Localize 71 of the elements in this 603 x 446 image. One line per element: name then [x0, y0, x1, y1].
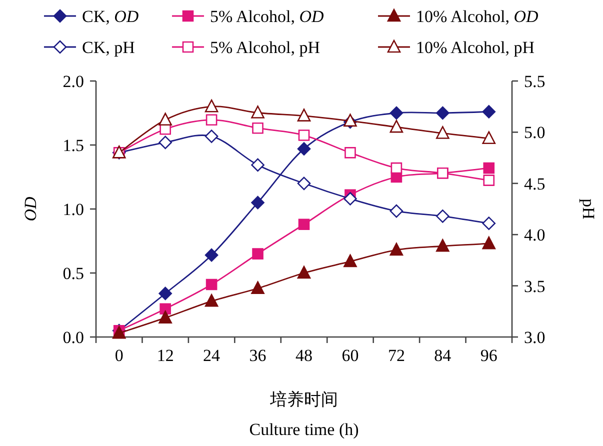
- point: [390, 120, 404, 133]
- legend-label: 10% Alcohol, pH: [416, 38, 535, 57]
- y2-tick-label: 4.5: [524, 174, 546, 194]
- point: [436, 210, 450, 223]
- x-tick-label: 12: [156, 346, 174, 365]
- point: [483, 174, 495, 186]
- x-tick-label: 84: [434, 346, 452, 365]
- x-tick-label: 96: [480, 346, 498, 365]
- point: [112, 326, 126, 339]
- x-axis-title: 培养时间 Culture time (h): [249, 390, 359, 439]
- y2-tick-label: 3.5: [524, 276, 546, 296]
- point: [204, 99, 218, 112]
- y-tick-label: 2.0: [62, 72, 84, 91]
- point: [436, 126, 450, 139]
- point: [206, 278, 218, 290]
- point: [390, 204, 404, 218]
- point: [344, 147, 356, 158]
- point: [251, 158, 264, 172]
- x-tick-label: 24: [203, 346, 221, 365]
- point: [158, 310, 172, 324]
- y-tick-label: 1.0: [62, 200, 84, 219]
- point: [436, 106, 450, 120]
- point: [251, 106, 264, 118]
- y2-tick-label: 3.0: [524, 328, 546, 347]
- y2-tick-label: 5.5: [524, 72, 546, 91]
- point: [252, 122, 264, 134]
- point: [482, 216, 496, 230]
- x-tick-label: 60: [342, 346, 359, 365]
- y2-tick-label: 4.0: [524, 226, 546, 245]
- point: [298, 218, 310, 230]
- legend-label: CK, OD: [82, 7, 140, 26]
- point: [204, 294, 218, 307]
- point: [158, 112, 172, 126]
- legend-label: 10% Alcohol, OD: [416, 7, 540, 26]
- point: [297, 176, 311, 190]
- point: [251, 196, 264, 210]
- point: [482, 131, 496, 144]
- y-tick-label: 0.5: [62, 264, 84, 283]
- x-tick-label: 36: [249, 346, 266, 365]
- point: [251, 281, 264, 294]
- y-axis-title: OD: [21, 196, 40, 222]
- legend-label: CK, pH: [82, 38, 135, 57]
- y2-tick-label: 5.0: [524, 123, 546, 142]
- point: [206, 114, 218, 126]
- y-tick-label: 1.5: [62, 136, 84, 155]
- x-tick-label: 48: [296, 346, 312, 365]
- point: [344, 192, 357, 206]
- point: [297, 266, 311, 279]
- legend-label: 5% Alcohol, pH: [210, 38, 320, 57]
- point: [298, 130, 310, 141]
- point: [297, 142, 311, 156]
- x-tick-label: 72: [388, 346, 405, 365]
- point: [390, 162, 402, 174]
- point: [390, 106, 404, 120]
- point: [344, 254, 357, 268]
- point: [482, 105, 496, 118]
- legend-label: 5% Alcohol, OD: [210, 7, 325, 26]
- point: [483, 162, 495, 174]
- point: [204, 130, 218, 143]
- point: [158, 136, 172, 150]
- point: [158, 286, 172, 300]
- point: [436, 238, 450, 252]
- x-tick-label: 0: [114, 346, 124, 365]
- point: [252, 248, 264, 260]
- y2-axis-title: pH: [579, 198, 598, 220]
- point: [482, 236, 496, 250]
- point: [297, 108, 311, 122]
- y-tick-label: 0.0: [62, 328, 84, 347]
- point: [390, 242, 404, 256]
- point: [204, 248, 218, 262]
- point: [160, 303, 171, 314]
